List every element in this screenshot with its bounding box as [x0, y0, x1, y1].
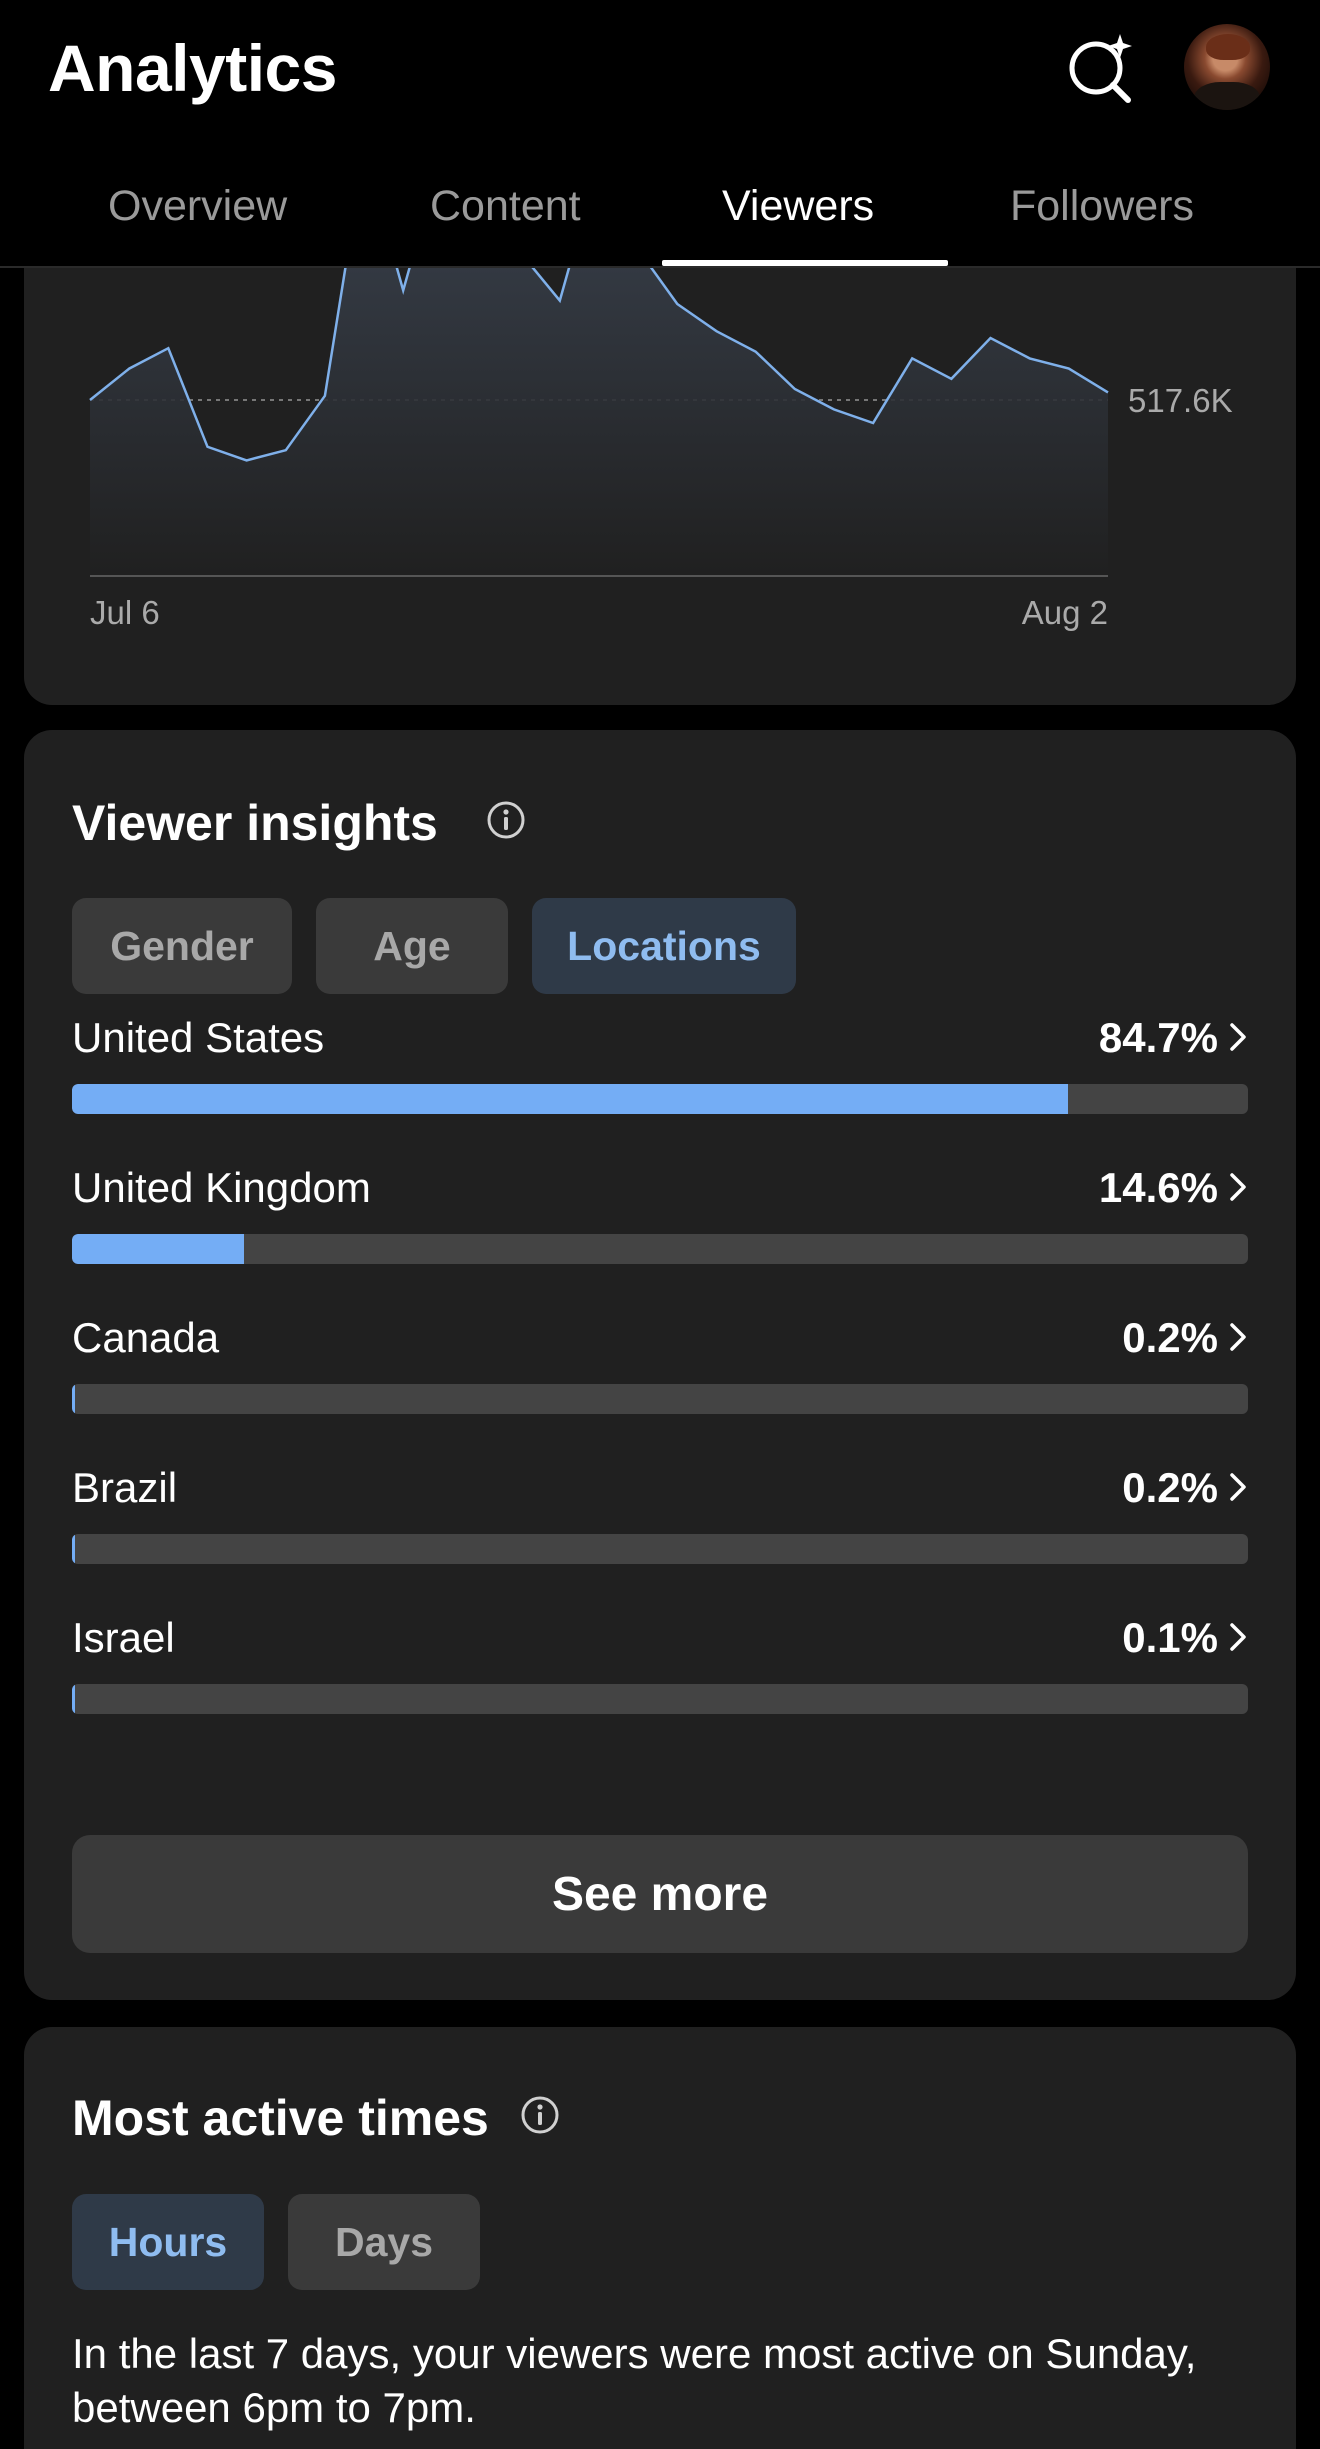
- tab-bar: Overview Content Viewers Followers: [0, 170, 1320, 268]
- location-bar-fill: [72, 1684, 75, 1714]
- chart-y-tick-label: 517.6K: [1128, 382, 1233, 419]
- chart-area-fill: [90, 200, 1108, 576]
- location-name: United Kingdom: [72, 1164, 371, 1211]
- info-icon[interactable]: [486, 800, 526, 840]
- chart-x-tick-label: Jul 6: [90, 594, 160, 631]
- location-name: United States: [72, 1014, 325, 1061]
- location-name: Brazil: [72, 1464, 178, 1511]
- app-header: Analytics Overview Content Viewers Follo…: [0, 0, 1320, 268]
- filter-age[interactable]: Age: [316, 898, 508, 994]
- location-bar-fill: [72, 1534, 75, 1564]
- location-bar-track: [72, 1534, 1248, 1564]
- most-active-summary: In the last 7 days, your viewers were mo…: [72, 2330, 1197, 2431]
- location-bar-fill: [72, 1384, 75, 1414]
- avatar-body: [1194, 82, 1260, 110]
- location-bar-track: [72, 1234, 1248, 1264]
- active-tab-indicator: [662, 260, 948, 266]
- chart-x-tick-label: Aug 2: [1022, 594, 1108, 631]
- filter-hours[interactable]: Hours: [72, 2194, 264, 2290]
- chevron-right-icon[interactable]: [1226, 1020, 1250, 1054]
- most-active-times-card: Most active times Hours Days In the last…: [24, 2027, 1296, 2449]
- chevron-right-icon[interactable]: [1226, 1320, 1250, 1354]
- avatar-hair: [1206, 34, 1250, 60]
- location-bar-track: [72, 1084, 1248, 1114]
- search-sparkle-icon[interactable]: [1062, 28, 1140, 106]
- see-more-button[interactable]: See more: [72, 1835, 1248, 1953]
- location-percentage[interactable]: 0.2%: [1122, 1464, 1218, 1511]
- filter-locations[interactable]: Locations: [532, 898, 796, 994]
- location-bar-track: [72, 1384, 1248, 1414]
- chevron-right-icon[interactable]: [1226, 1470, 1250, 1504]
- avatar[interactable]: [1184, 24, 1270, 110]
- tab-overview[interactable]: Overview: [108, 182, 288, 230]
- location-name: Israel: [72, 1614, 175, 1661]
- tab-content[interactable]: Content: [430, 182, 581, 230]
- location-bar-fill: [72, 1084, 1069, 1114]
- chevron-right-icon[interactable]: [1226, 1620, 1250, 1654]
- chart-series-line: [89, 200, 1109, 462]
- viewer-insights-card: Viewer insights Gender Age Locations Uni…: [24, 730, 1296, 2000]
- location-percentage[interactable]: 14.6%: [1098, 1164, 1218, 1211]
- filter-gender[interactable]: Gender: [72, 898, 292, 994]
- page-title: Analytics: [48, 31, 337, 105]
- filter-days[interactable]: Days: [288, 2194, 480, 2290]
- location-bar-fill: [72, 1234, 244, 1264]
- viewer-insights-title: Viewer insights: [72, 795, 438, 851]
- most-active-times-title: Most active times: [72, 2090, 489, 2146]
- tab-viewers[interactable]: Viewers: [722, 182, 875, 230]
- location-percentage[interactable]: 84.7%: [1098, 1014, 1218, 1061]
- location-percentage[interactable]: 0.1%: [1122, 1614, 1218, 1661]
- location-name: Canada: [72, 1314, 220, 1361]
- info-icon[interactable]: [520, 2095, 560, 2135]
- tab-followers[interactable]: Followers: [1010, 182, 1194, 230]
- chevron-right-icon[interactable]: [1226, 1170, 1250, 1204]
- location-percentage[interactable]: 0.2%: [1122, 1314, 1218, 1361]
- location-bar-track: [72, 1684, 1248, 1714]
